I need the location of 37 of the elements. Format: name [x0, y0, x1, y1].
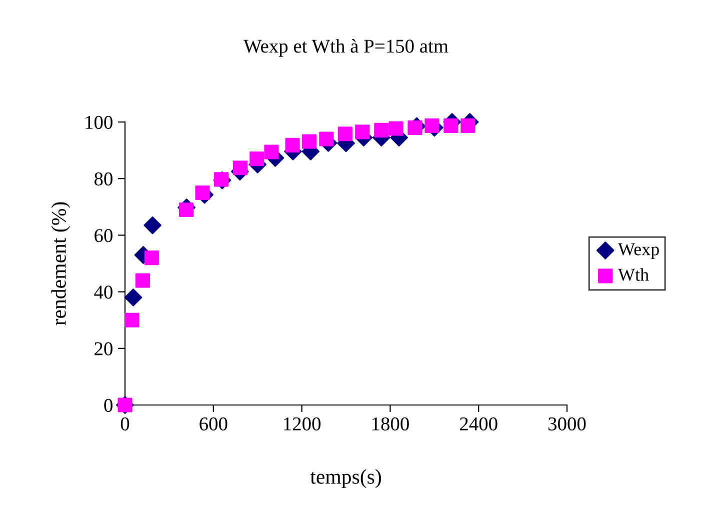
y-tick-label: 20: [94, 342, 112, 356]
point: [232, 160, 248, 176]
y-tick-label: 60: [94, 229, 112, 242]
y-tick-label: 80: [94, 172, 112, 186]
point: [388, 121, 404, 136]
point: [319, 132, 334, 146]
point: [338, 126, 352, 142]
y-tick-label: 40: [94, 286, 112, 299]
legend-label: Wexp: [618, 243, 659, 259]
point: [355, 124, 370, 140]
point: [285, 138, 300, 152]
y-tick-label: 0: [104, 398, 112, 412]
point: [302, 134, 316, 149]
point: [250, 152, 264, 166]
point: [179, 202, 194, 218]
point: [444, 118, 458, 133]
point: [135, 273, 150, 288]
x-tick-label: 0: [120, 417, 130, 430]
x-axis-title: temps(s): [310, 469, 381, 488]
point: [144, 216, 162, 234]
x-tick-label: 3000: [548, 417, 586, 430]
y-axis-title: rendement (%): [51, 202, 70, 326]
point: [144, 250, 159, 266]
point: [460, 118, 476, 133]
point: [424, 118, 440, 133]
point: [264, 144, 279, 160]
x-tick-label: 600: [200, 417, 228, 430]
point: [124, 312, 140, 328]
point: [374, 122, 389, 138]
point: [124, 288, 142, 306]
point: [195, 185, 210, 200]
x-tick-label: 1200: [284, 417, 321, 430]
x-tick-label: 2400: [460, 417, 498, 430]
chart-title: Wexp et Wth à P=150 atm: [243, 39, 448, 57]
y-tick-label: 100: [86, 116, 112, 129]
legend-label: Wth: [618, 268, 649, 281]
x-tick-label: 1800: [372, 417, 409, 430]
